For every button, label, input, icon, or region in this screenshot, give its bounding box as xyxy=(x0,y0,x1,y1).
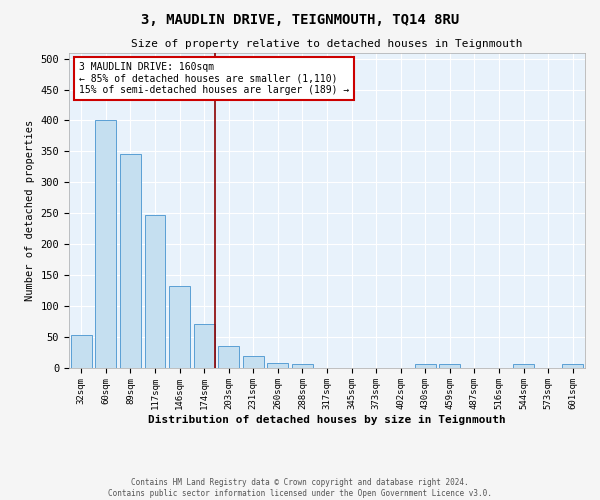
Bar xyxy=(95,120,116,368)
Text: 3 MAUDLIN DRIVE: 160sqm
← 85% of detached houses are smaller (1,110)
15% of semi: 3 MAUDLIN DRIVE: 160sqm ← 85% of detache… xyxy=(79,62,350,95)
Bar xyxy=(268,362,289,368)
Bar xyxy=(145,215,166,368)
Bar xyxy=(120,154,141,368)
Y-axis label: Number of detached properties: Number of detached properties xyxy=(25,120,35,300)
X-axis label: Distribution of detached houses by size in Teignmouth: Distribution of detached houses by size … xyxy=(148,415,506,425)
Text: Contains HM Land Registry data © Crown copyright and database right 2024.
Contai: Contains HM Land Registry data © Crown c… xyxy=(108,478,492,498)
Bar xyxy=(415,364,436,368)
Bar xyxy=(243,356,264,368)
Bar xyxy=(292,364,313,368)
Bar xyxy=(513,364,534,368)
Bar xyxy=(562,364,583,368)
Text: 3, MAUDLIN DRIVE, TEIGNMOUTH, TQ14 8RU: 3, MAUDLIN DRIVE, TEIGNMOUTH, TQ14 8RU xyxy=(141,12,459,26)
Bar xyxy=(71,336,92,368)
Bar xyxy=(194,324,215,368)
Title: Size of property relative to detached houses in Teignmouth: Size of property relative to detached ho… xyxy=(131,39,523,49)
Bar xyxy=(439,364,460,368)
Bar xyxy=(218,346,239,368)
Bar xyxy=(169,286,190,368)
